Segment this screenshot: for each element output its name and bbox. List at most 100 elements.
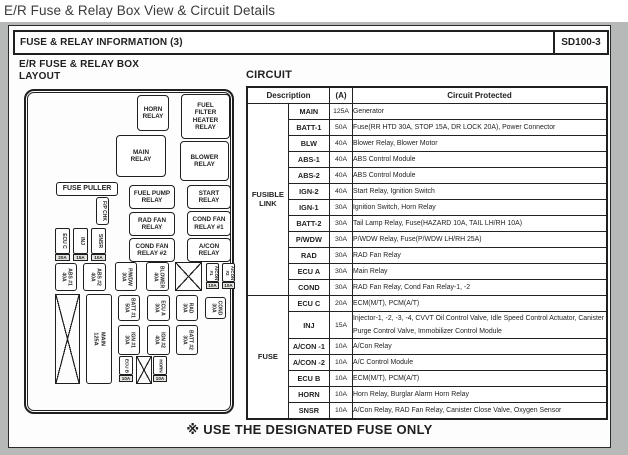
fuse-blower: BLOWER 40A <box>146 262 169 291</box>
protected-cell: Blower Relay, Blower Motor <box>352 135 608 152</box>
fuse-pwdw: P/WDW 30A <box>115 262 137 291</box>
circuit-row: FUSE ECU C 20A ECM(M/T), PCM(A/T) <box>246 295 608 420</box>
circuit-row: INJ 15A Injector-1, -2, -3, -4, CVVT Oil C… <box>247 311 608 339</box>
circuit-table: Description (A) Circuit Protected FUSIBLE L… <box>246 86 608 420</box>
amps-cell: 10A <box>329 338 353 355</box>
rotated-fuse-label: BATT #2 30A <box>182 330 194 350</box>
rotated-fuse-label: F/P CHK <box>100 201 107 221</box>
rotated-fuse-label: HORN <box>158 358 164 373</box>
footer-note: ※ USE THE DESIGNATED FUSE ONLY <box>186 422 433 437</box>
protected-cell: ECM(M/T), PCM(A/T) <box>352 295 608 312</box>
name-cell: ECU B <box>287 370 331 387</box>
name-cell: BATT-2 <box>287 215 331 232</box>
horn-relay: HORN RELAY <box>137 95 169 131</box>
protected-cell: RAD Fan Relay <box>352 247 608 264</box>
group-label-cell: FUSIBLE LINK <box>246 103 289 296</box>
manual-sheet: FUSE & RELAY INFORMATION (3) SD100-3 E/R… <box>8 25 611 448</box>
protected-cell: A/Con Relay, RAD Fan Relay, Canister Clo… <box>352 402 608 420</box>
circuit-row: IGN-2 40A Start Relay, Ignition Switch <box>247 183 608 200</box>
amps-cell: 10A <box>329 370 353 387</box>
amps-cell: 30A <box>329 247 353 264</box>
blank-slot <box>175 262 202 291</box>
fuse-acon-2: A/CON #2 10A <box>222 263 235 289</box>
protected-cell: Fuse(RR HTD 30A, STOP 15A, DR LOCK 20A),… <box>352 119 608 136</box>
main-relay: MAIN RELAY <box>116 135 166 177</box>
name-cell: COND <box>287 279 331 296</box>
name-cell: ECU A <box>287 263 331 280</box>
page-title: E/R Fuse & Relay Box View & Circuit Deta… <box>4 3 276 18</box>
amps-cell: 15A <box>329 311 353 339</box>
protected-cell: ABS Control Module <box>352 167 608 184</box>
fuse-inj: INJ 15A <box>73 228 88 261</box>
fuse-body: HORN <box>153 356 167 375</box>
fuse-cond: COND 30A <box>205 297 226 319</box>
rotated-fuse-label: A/CON #2 <box>224 265 235 280</box>
amps-cell: 125A <box>329 103 353 120</box>
amps-cell: 40A <box>329 135 353 152</box>
rotated-fuse-label: COND 30A <box>210 300 223 316</box>
name-cell: INJ <box>287 311 331 339</box>
amp-rating-tag: 10A <box>222 282 235 289</box>
rotated-fuse-label: ECU B <box>124 358 130 373</box>
circuit-row: BATT-2 30A Tail Lamp Relay, Fuse(HAZARD 10… <box>247 215 608 232</box>
rotated-fuse-label: ECU A 30A <box>153 300 166 316</box>
fuse-acon-1: A/CON #1 10A <box>206 263 219 289</box>
name-cell: HORN <box>287 386 331 403</box>
fuse-body: A/CON #1 <box>206 263 219 282</box>
fuse-ign-1: IGN #1 30A <box>118 325 140 355</box>
fuel-pump-relay: FUEL PUMP RELAY <box>129 185 175 209</box>
amp-rating-tag: 10A <box>91 254 106 261</box>
protected-cell: ABS Control Module <box>352 151 608 168</box>
blower-relay: BLOWER RELAY <box>180 141 229 181</box>
circuit-row: BATT-1 50A Fuse(RR HTD 30A, STOP 15A, DR L… <box>247 119 608 136</box>
amps-cell: 30A <box>329 263 353 280</box>
amp-rating-tag: 20A <box>55 254 70 261</box>
circuit-row: ECU A 30A Main Relay <box>247 263 608 280</box>
rad-fan-relay: RAD FAN RELAY <box>129 212 175 236</box>
name-cell: BLW <box>287 135 331 152</box>
fuse-fp-chk: F/P CHK <box>96 197 109 225</box>
fuse-body: INJ <box>73 228 88 254</box>
protected-cell: A/C Control Module <box>352 354 608 371</box>
protected-cell: Ignition Switch, Horn Relay <box>352 199 608 216</box>
amps-cell: 50A <box>329 119 353 136</box>
fuse-ecu-c: ECU C 20A <box>55 228 70 261</box>
name-cell: MAIN <box>287 103 331 120</box>
rotated-fuse-label: BLOWER 40A <box>152 265 165 288</box>
circuit-row: SNSR 10A A/Con Relay, RAD Fan Relay, Canis… <box>247 402 608 420</box>
name-cell: IGN-2 <box>287 183 331 200</box>
amps-cell: 40A <box>329 183 353 200</box>
fuse-abs-1: ABS #1 40A <box>55 263 77 291</box>
fuse-body: ECU B <box>119 356 133 375</box>
fuse-rad: RAD 30A <box>176 295 198 321</box>
amps-cell: 10A <box>329 386 353 403</box>
circuit-row: A/CON -1 10A A/Con Relay <box>247 338 608 355</box>
blank-slot <box>136 356 152 384</box>
amp-rating-tag: 10A <box>153 375 167 382</box>
rotated-fuse-label: RAD 30A <box>182 302 194 314</box>
protected-cell: Main Relay <box>352 263 608 280</box>
circuit-row: RAD 30A RAD Fan Relay <box>247 247 608 264</box>
rotated-fuse-label: ECU C <box>60 233 67 249</box>
name-cell: IGN-1 <box>287 199 331 216</box>
start-relay: START RELAY <box>187 185 231 209</box>
fuse-ecu-a: ECU A 30A <box>147 295 170 321</box>
name-cell: SNSR <box>287 402 331 420</box>
blank-slot <box>55 294 80 384</box>
table-header-row: Description (A) Circuit Protected <box>246 86 608 104</box>
amp-rating-tag: 10A <box>119 375 133 382</box>
rotated-fuse-label: ABS #1 40A <box>61 268 73 286</box>
protected-cell: Start Relay, Ignition Switch <box>352 183 608 200</box>
fuse-body: ECU C <box>55 228 70 254</box>
group-label-cell: FUSE <box>246 295 289 420</box>
protected-cell: Tail Lamp Relay, Fuse(HAZARD 10A, TAIL L… <box>352 215 608 232</box>
amps-cell: 30A <box>329 199 353 216</box>
amps-cell: 20A <box>329 295 353 312</box>
protected-cell: RAD Fan Relay, Cond Fan Relay-1, -2 <box>352 279 608 296</box>
name-cell: A/CON -2 <box>287 354 331 371</box>
column-header-protected: Circuit Protected <box>352 86 608 104</box>
name-cell: RAD <box>287 247 331 264</box>
rotated-fuse-label: ABS #2 40A <box>89 268 102 286</box>
amp-rating-tag: 10A <box>206 282 219 289</box>
